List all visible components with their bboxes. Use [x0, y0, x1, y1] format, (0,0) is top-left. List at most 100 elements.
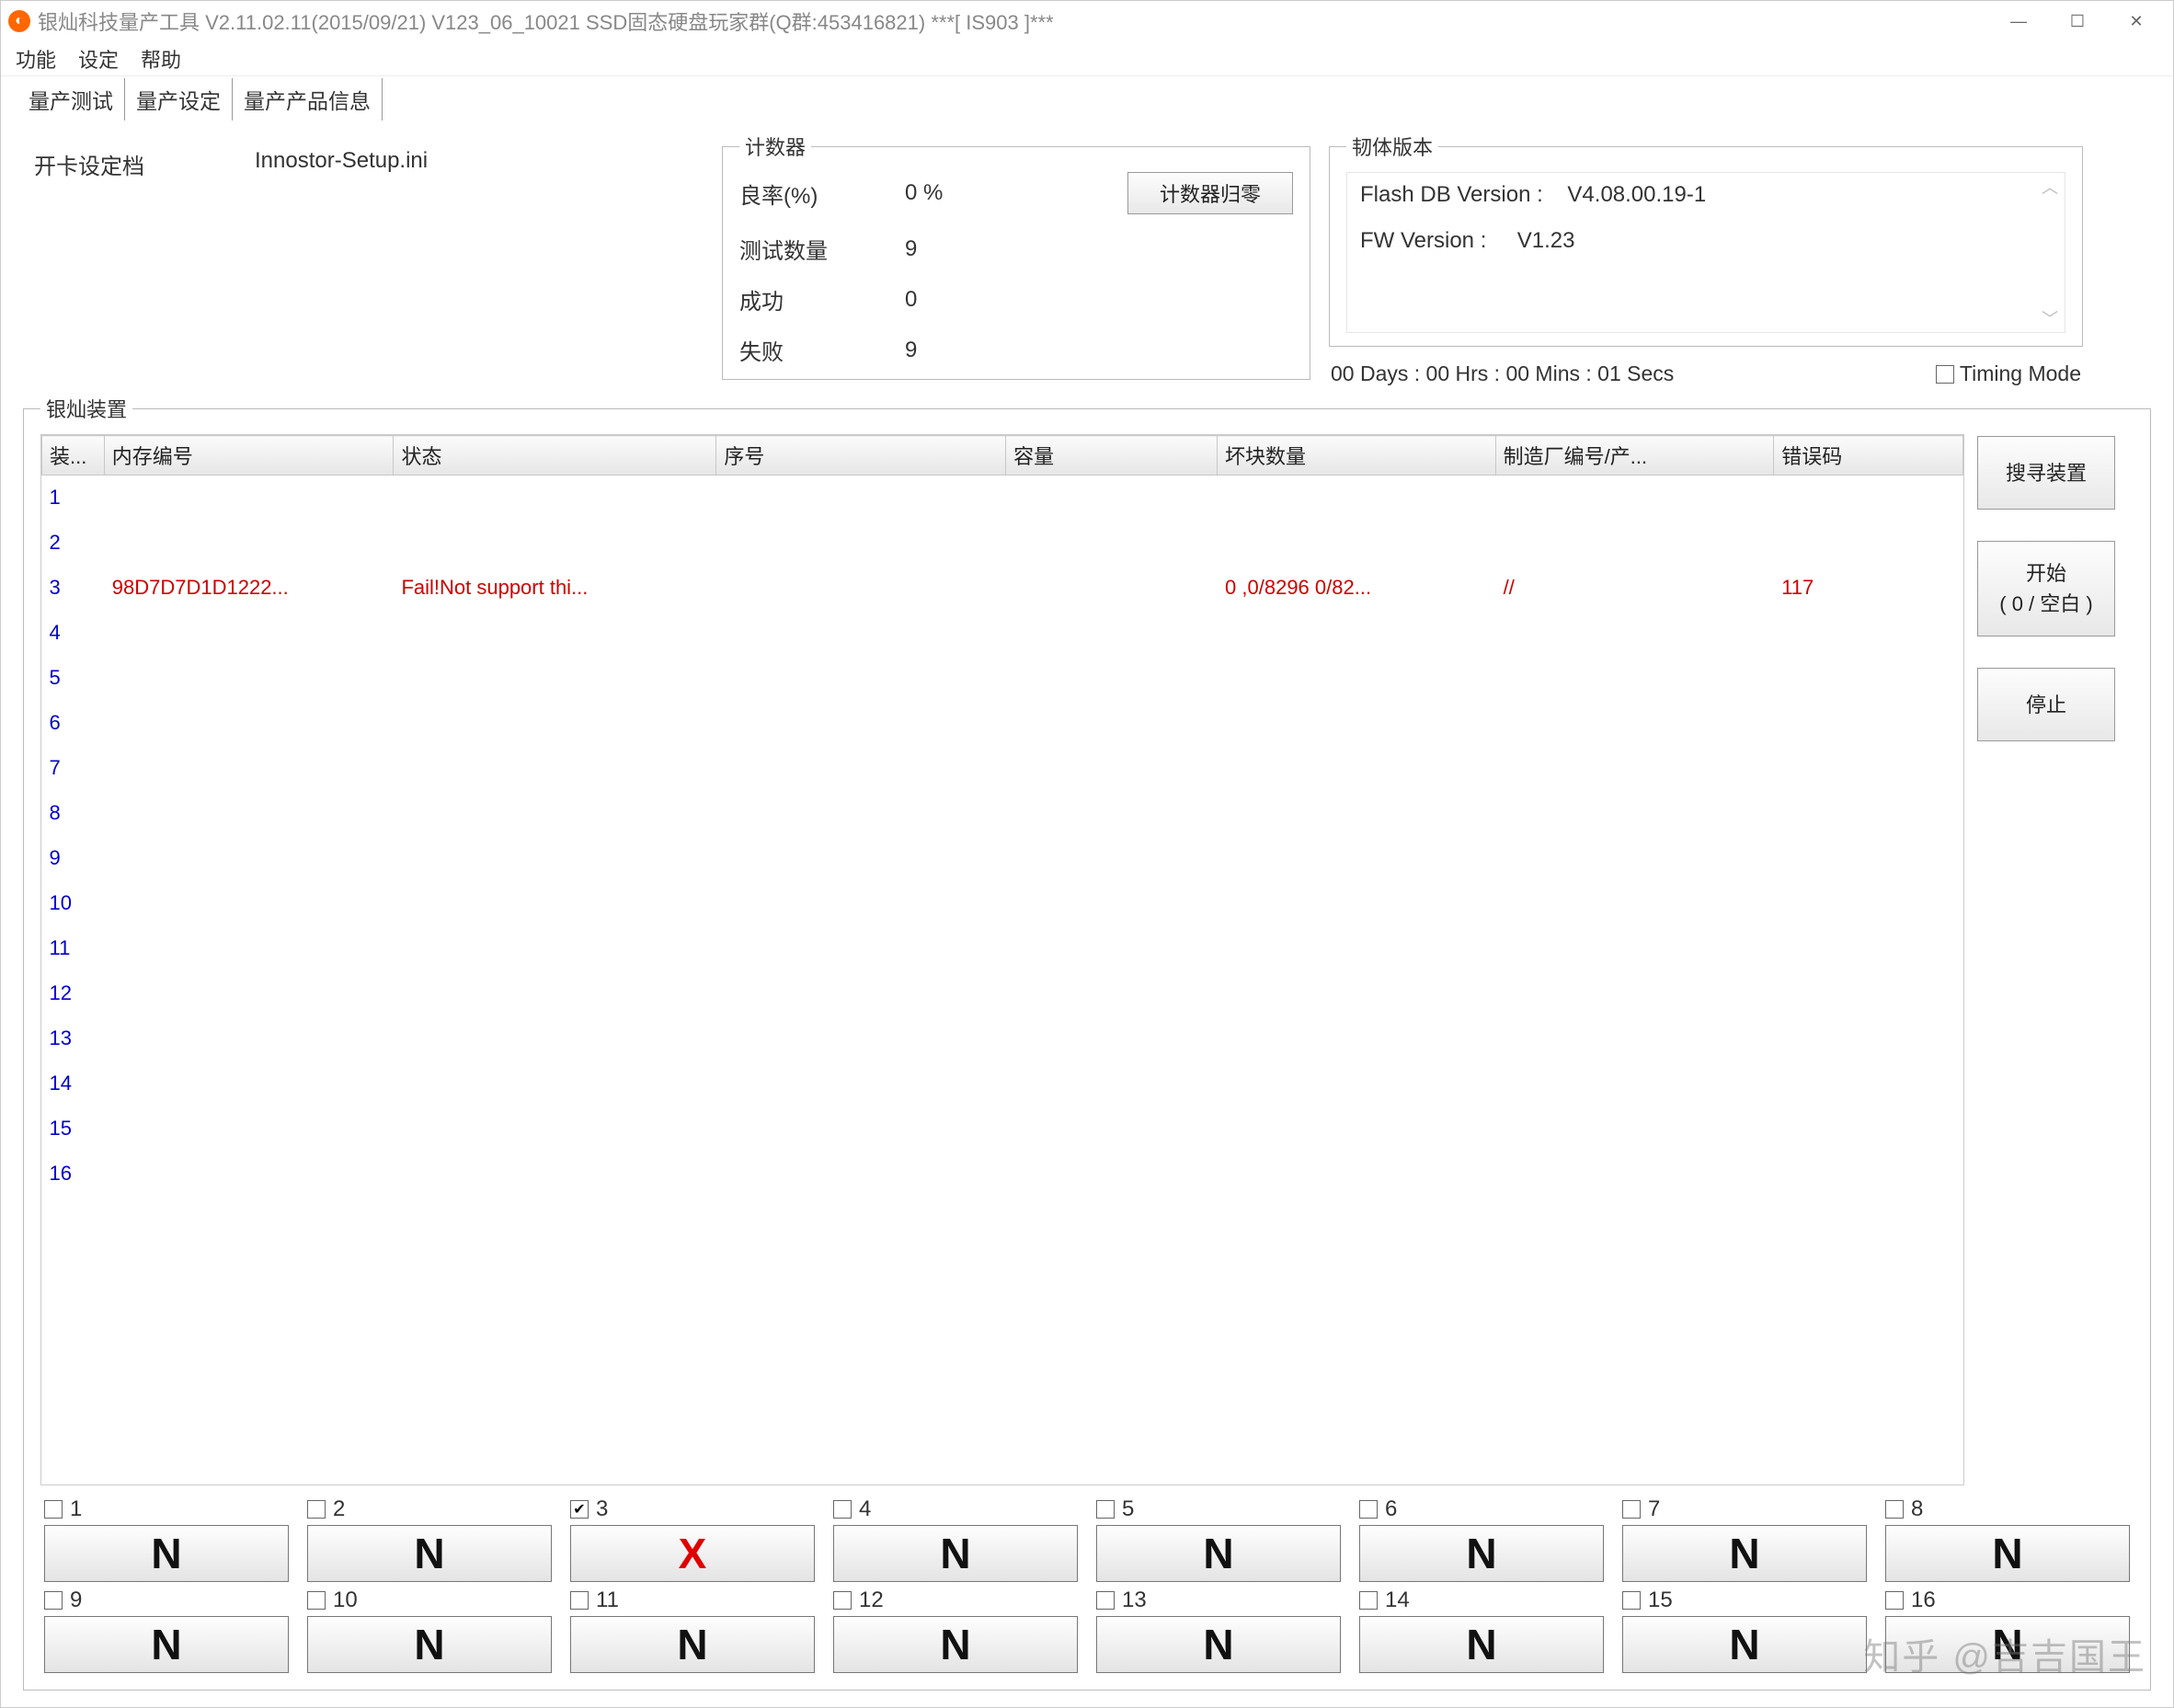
version-groupbox: 韧体版本 Flash DB Version : V4.08.00.19-1 FW…: [1329, 132, 2083, 347]
menu-settings[interactable]: 设定: [78, 44, 119, 74]
table-row[interactable]: 13: [42, 1016, 1963, 1061]
row-cell: [716, 836, 1006, 881]
slot-checkbox-10[interactable]: [307, 1591, 326, 1610]
table-row[interactable]: 14: [42, 1061, 1963, 1106]
slot-status-button-12[interactable]: N: [833, 1616, 1078, 1673]
row-cell: [1006, 1152, 1218, 1197]
slot-status-button-15[interactable]: N: [1622, 1616, 1867, 1673]
table-row[interactable]: 10: [42, 881, 1963, 926]
slot-status-button-10[interactable]: N: [307, 1616, 552, 1673]
slot-status-button-5[interactable]: N: [1096, 1525, 1341, 1582]
table-row[interactable]: 1: [42, 476, 1963, 521]
slot-checkbox-12[interactable]: [833, 1591, 852, 1610]
row-cell: [1495, 791, 1774, 836]
slot-checkbox-11[interactable]: [570, 1591, 589, 1610]
slot-checkbox-5[interactable]: [1096, 1500, 1115, 1519]
table-header-col-4[interactable]: 容量: [1006, 436, 1218, 476]
tab-mp-test[interactable]: 量产测试: [17, 78, 125, 120]
slot-status-button-11[interactable]: N: [570, 1616, 815, 1673]
slot-4: 4N: [833, 1496, 1078, 1582]
slot-status-button-4[interactable]: N: [833, 1525, 1078, 1582]
scroll-down-icon[interactable]: ﹀: [2042, 306, 2058, 330]
table-header-col-2[interactable]: 状态: [394, 436, 716, 476]
row-cell: [104, 1106, 394, 1152]
table-row[interactable]: 7: [42, 746, 1963, 791]
table-header-col-1[interactable]: 内存编号: [104, 436, 394, 476]
slot-checkbox-6[interactable]: [1359, 1500, 1378, 1519]
table-row[interactable]: 398D7D7D1D1222...Fail!Not support thi...…: [42, 566, 1963, 611]
tab-mp-product-info[interactable]: 量产产品信息: [233, 78, 383, 120]
scroll-up-icon[interactable]: ︿: [2042, 175, 2058, 199]
row-cell: [394, 1106, 716, 1152]
row-cell: [1006, 476, 1218, 521]
row-cell: [1218, 926, 1496, 971]
table-row[interactable]: 5: [42, 656, 1963, 701]
slot-checkbox-13[interactable]: [1096, 1591, 1115, 1610]
slot-checkbox-2[interactable]: [307, 1500, 326, 1519]
table-row[interactable]: 8: [42, 791, 1963, 836]
table-row[interactable]: 15: [42, 1106, 1963, 1152]
row-cell: [1774, 521, 1963, 566]
slot-checkbox-9[interactable]: [44, 1591, 63, 1610]
slot-status-button-9[interactable]: N: [44, 1616, 289, 1673]
menu-help[interactable]: 帮助: [141, 44, 181, 74]
row-cell: [1495, 926, 1774, 971]
table-row[interactable]: 2: [42, 521, 1963, 566]
version-scrollbar[interactable]: ︿ ﹀: [2037, 175, 2063, 330]
row-cell: [1006, 1061, 1218, 1106]
slot-checkbox-8[interactable]: [1885, 1500, 1904, 1519]
tested-value: 9: [905, 236, 1015, 262]
search-devices-button[interactable]: 搜寻装置: [1977, 436, 2115, 510]
timing-mode-checkbox[interactable]: Timing Mode: [1936, 361, 2081, 386]
maximize-button[interactable]: ☐: [2048, 3, 2107, 40]
slot-checkbox-14[interactable]: [1359, 1591, 1378, 1610]
table-row[interactable]: 12: [42, 971, 1963, 1016]
tab-mp-settings[interactable]: 量产设定: [125, 78, 233, 120]
table-header-col-5[interactable]: 坏块数量: [1218, 436, 1496, 476]
table-row[interactable]: 11: [42, 926, 1963, 971]
titlebar: ◐ 银灿科技量产工具 V2.11.02.11(2015/09/21) V123_…: [1, 1, 2173, 41]
menu-function[interactable]: 功能: [16, 44, 56, 74]
row-cell: [104, 521, 394, 566]
table-header-col-6[interactable]: 制造厂编号/产...: [1495, 436, 1774, 476]
table-row[interactable]: 16: [42, 1152, 1963, 1197]
close-button[interactable]: ✕: [2107, 3, 2166, 40]
slot-status-button-8[interactable]: N: [1885, 1525, 2130, 1582]
slot-status-button-13[interactable]: N: [1096, 1616, 1341, 1673]
slot-checkbox-4[interactable]: [833, 1500, 852, 1519]
row-cell: [1495, 1061, 1774, 1106]
table-header-col-0[interactable]: 装...: [42, 436, 105, 476]
slot-status-button-2[interactable]: N: [307, 1525, 552, 1582]
slot-status-button-14[interactable]: N: [1359, 1616, 1604, 1673]
row-cell: [716, 926, 1006, 971]
slot-checkbox-15[interactable]: [1622, 1591, 1641, 1610]
table-header-col-3[interactable]: 序号: [716, 436, 1006, 476]
timing-mode-box[interactable]: [1936, 365, 1954, 384]
pass-value: 0: [905, 287, 1015, 313]
stop-button[interactable]: 停止: [1977, 668, 2115, 741]
row-cell: [1495, 656, 1774, 701]
slot-checkbox-7[interactable]: [1622, 1500, 1641, 1519]
table-header-col-7[interactable]: 错误码: [1774, 436, 1963, 476]
row-index: 11: [42, 926, 105, 971]
row-cell: [1218, 701, 1496, 746]
slot-status-button-16[interactable]: N: [1885, 1616, 2130, 1673]
slot-checkbox-16[interactable]: [1885, 1591, 1904, 1610]
slot-checkbox-3[interactable]: ✔: [570, 1500, 589, 1519]
slot-status-button-3[interactable]: X: [570, 1525, 815, 1582]
table-row[interactable]: 6: [42, 701, 1963, 746]
slot-status-button-6[interactable]: N: [1359, 1525, 1604, 1582]
minimize-button[interactable]: —: [1989, 3, 2048, 40]
slot-7: 7N: [1622, 1496, 1867, 1582]
row-cell: [104, 611, 394, 656]
table-row[interactable]: 9: [42, 836, 1963, 881]
content-area: 开卡设定档 Innostor-Setup.ini 计数器 良率(%) 0 % 计…: [1, 120, 2173, 1707]
row-cell: [104, 881, 394, 926]
slot-status-button-7[interactable]: N: [1622, 1525, 1867, 1582]
row-cell: [1218, 521, 1496, 566]
counter-reset-button[interactable]: 计数器归零: [1127, 172, 1293, 214]
slot-status-button-1[interactable]: N: [44, 1525, 289, 1582]
table-row[interactable]: 4: [42, 611, 1963, 656]
slot-checkbox-1[interactable]: [44, 1500, 63, 1519]
start-button[interactable]: 开始 ( 0 / 空白 ): [1977, 541, 2115, 636]
